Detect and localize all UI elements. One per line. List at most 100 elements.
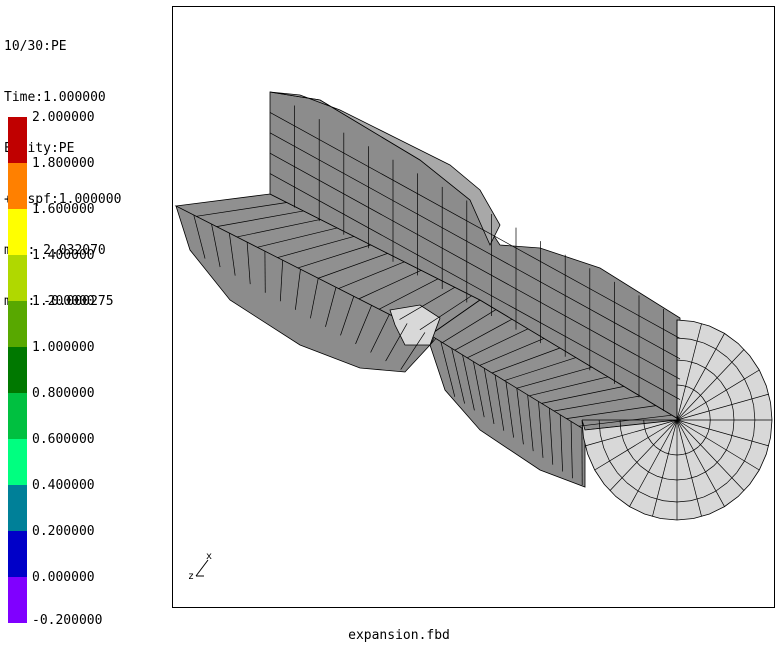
mesh-line-cut-right	[479, 338, 545, 366]
mesh-line-outer	[451, 348, 465, 404]
legend-tick-label: 0.800000	[32, 386, 95, 401]
end-cap-ring-line	[696, 471, 706, 477]
mesh-group	[174, 91, 773, 521]
end-cap-ring-line	[682, 385, 689, 388]
end-cap-ring-line	[715, 348, 728, 358]
mesh-line-cut-right	[553, 395, 641, 412]
end-cap-ring-line	[713, 373, 721, 382]
mesh-line-cut-right	[529, 376, 609, 397]
mesh-line-outer	[538, 401, 544, 458]
legend-tick-label: 1.200000	[32, 294, 95, 309]
axis-z-label: z	[188, 571, 194, 582]
legend-tick-label: 1.000000	[32, 340, 95, 355]
mesh-line-outer	[549, 408, 554, 465]
end-cap-ring-line	[688, 386, 694, 391]
mesh-line-outer	[516, 388, 524, 445]
end-cap-ring-line	[705, 431, 709, 438]
end-cap-ring-line	[707, 407, 711, 415]
mesh-line-cut-right	[504, 357, 577, 381]
mesh-line-cut-right	[516, 366, 593, 389]
end-cap-ring-line	[676, 454, 683, 456]
mesh-line-outer	[527, 394, 534, 452]
neck-surface	[389, 304, 441, 346]
end-cap-ring-line	[686, 360, 697, 364]
graphics-viewport[interactable]	[172, 6, 775, 608]
end-cap-ring-line	[599, 434, 605, 449]
mesh-line-cut-left	[379, 278, 439, 310]
axis-triad-icon: x z	[188, 551, 212, 582]
end-cap-ring-line	[690, 338, 704, 344]
end-cap-ring-line	[617, 472, 628, 484]
end-cap-ring-line	[705, 402, 709, 409]
end-cap-ring-line	[609, 460, 618, 473]
mesh-line-outer	[295, 269, 301, 310]
end-cap-ring-line	[693, 446, 699, 451]
mesh-line-cut-left	[257, 227, 338, 248]
end-cap-ring-line	[726, 472, 737, 484]
end-cap-ring-line	[637, 490, 651, 498]
end-cap-ring-line	[726, 356, 737, 368]
mesh-line-outer	[559, 414, 563, 472]
step-label: 10/30:PE	[4, 39, 67, 54]
end-cap-ring-line	[707, 425, 711, 433]
time-label: Time:1.000000	[4, 90, 106, 105]
mesh-line-outer	[228, 233, 236, 276]
mesh-line-outer	[370, 314, 390, 353]
end-cap-radial-line	[676, 419, 702, 517]
mesh-line-horizontal	[269, 112, 681, 339]
legend-swatch	[8, 163, 27, 209]
end-cap-ring-line	[720, 449, 727, 459]
end-cap-ring-line	[686, 476, 697, 480]
end-cap-radial-line	[629, 419, 678, 507]
mesh-line-horizontal	[269, 132, 681, 360]
end-cap-ring-line	[671, 454, 678, 456]
legend-swatch	[8, 209, 27, 255]
end-cap-ring-line	[647, 437, 652, 443]
mesh-line-horizontal	[269, 173, 681, 400]
end-cap-ring-line	[744, 378, 751, 393]
mesh-line-outer	[193, 214, 206, 259]
end-cap-ring-line	[650, 496, 664, 502]
end-cap-ring-line	[660, 449, 666, 454]
end-cap-ring-line	[643, 425, 647, 433]
end-cap-ring-line	[640, 465, 649, 473]
legend-tick-label: 0.200000	[32, 524, 95, 539]
end-cap-ring-line	[702, 397, 707, 403]
mesh-line-cut-left	[358, 270, 422, 300]
end-cap-ring-line	[720, 381, 727, 391]
end-cap-ring-line	[703, 490, 717, 498]
end-cap-ring-line	[655, 446, 661, 451]
mesh-line-cut-left	[419, 295, 472, 331]
legend-tick-label: 0.000000	[32, 570, 95, 585]
mesh-line-cut-left	[318, 253, 388, 279]
end-cap-ring-line	[703, 342, 717, 350]
legend-swatch	[8, 485, 27, 531]
end-cap-ring-line	[730, 399, 734, 410]
end-cap-ring-line	[623, 440, 628, 451]
end-cap-radial-line	[609, 419, 678, 491]
end-cap-ring-line	[715, 482, 728, 492]
legend-tick-label: 2.000000	[32, 110, 95, 125]
end-cap-ring-line	[651, 442, 656, 448]
mesh-line-outer	[211, 223, 221, 268]
displacement-factor-label: +Dispf:1.000000	[4, 192, 122, 207]
end-cap-ring-line	[676, 384, 683, 386]
end-cap-radial-line	[676, 419, 725, 507]
mesh-line-outer	[570, 421, 573, 479]
legend-tick-label: 1.600000	[32, 202, 95, 217]
end-cap-radial-line	[585, 419, 678, 447]
end-cap-ring-line	[709, 419, 711, 427]
mesh-line-cut-right	[491, 347, 561, 374]
legend-tick-label: 0.600000	[32, 432, 95, 447]
end-cap-radial-line	[676, 323, 702, 421]
end-cap-ring-line	[657, 476, 668, 480]
mesh-line-outer	[440, 341, 456, 397]
legend-swatch	[8, 347, 27, 393]
legend-swatch	[8, 117, 27, 163]
mesh-line-outer	[340, 296, 355, 336]
legend-swatch	[8, 531, 27, 577]
end-cap-ring-line	[698, 392, 703, 398]
end-cap-ring-line	[732, 419, 735, 431]
end-cap-ring-line	[667, 478, 678, 481]
